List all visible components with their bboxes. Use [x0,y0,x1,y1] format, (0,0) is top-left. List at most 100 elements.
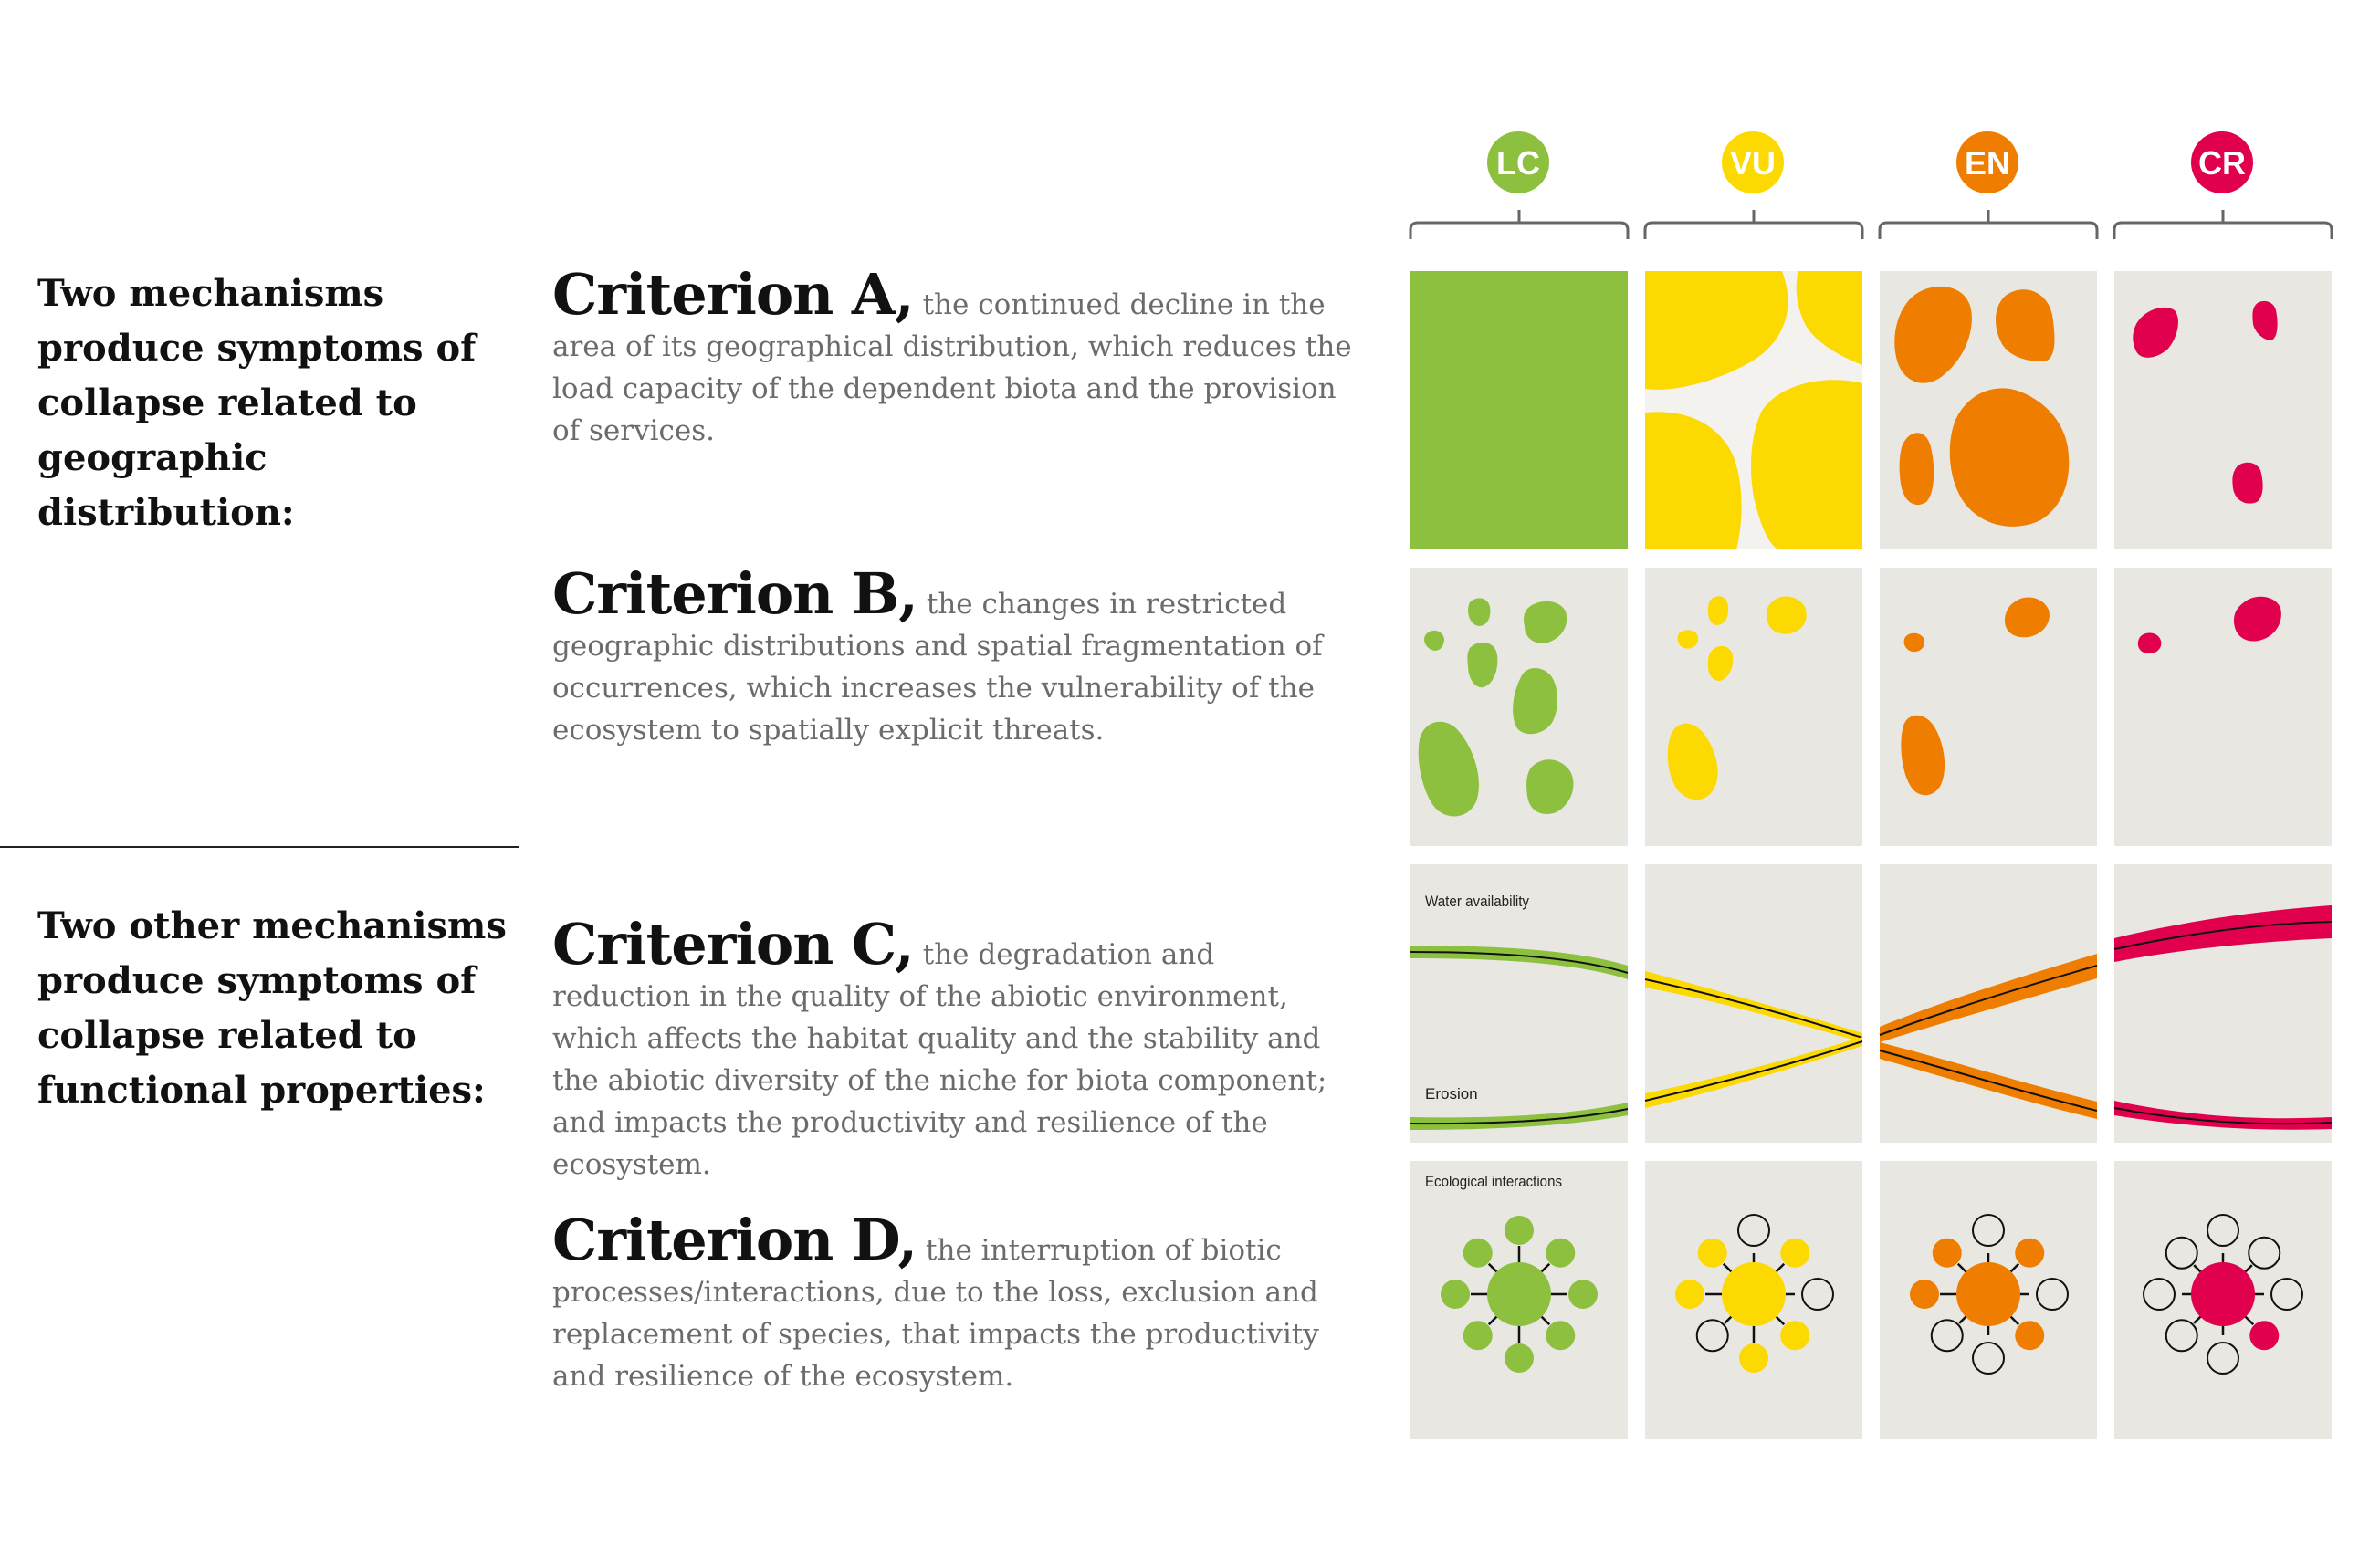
category-header-3: CR [2113,131,2333,239]
fragment [1707,596,1729,625]
lost-species-node [1930,1319,1964,1353]
fragment [1418,721,1479,817]
lost-species-node [1972,1342,2005,1375]
fragment [1524,601,1567,643]
area-patch [1751,380,1862,549]
lost-species-node [2270,1278,2303,1311]
category-badge-vu [1722,131,1784,193]
category-code-cr: CR [2198,144,2246,182]
heading-geographic: Two mechanisms produce symptoms of colla… [37,272,477,534]
criterion-d: Criterion D, the interruption of biotic p… [552,1212,1356,1397]
fragment [1903,632,1925,653]
criterion-d-title: Criterion D, [552,1207,917,1273]
category-bracket-cr [2113,210,2333,239]
label-ecological-interactions: Ecological interactions [1425,1173,1562,1190]
panel-b-vu [1645,568,1862,846]
lost-species-node [1737,1214,1770,1247]
category-code-en: EN [1965,144,2010,182]
interaction-link [1774,1262,1786,1274]
network-hub [1722,1262,1786,1326]
category-badge-cr [2191,131,2253,193]
label-water-availability: Water availability [1425,893,1529,910]
area-patch [2252,300,2278,340]
area-patch [1645,412,1742,549]
species-node [1697,1238,1727,1268]
category-badge-lc [1487,131,1549,193]
species-node [1505,1343,1534,1373]
species-node [1910,1280,1939,1309]
criterion-b-text: the changes in restricted geographic dis… [552,588,1323,747]
row-criterion-c: Water availability Erosion [1410,864,2333,1143]
area-patch [1796,271,1862,365]
species-node [1780,1238,1810,1268]
category-header-1: VU [1643,131,1864,239]
interaction-link [2008,1262,2020,1274]
fragment [1766,596,1807,634]
criterion-a-text: the continued decline in the area of its… [552,288,1352,447]
fragment [1677,630,1698,649]
criterion-b-title: Criterion B, [552,560,918,627]
criterion-a-title: Criterion A, [552,261,915,328]
interaction-link [1956,1262,1968,1274]
category-code-lc: LC [1496,144,1540,182]
species-node [2249,1321,2280,1351]
erosion-band-vu [1645,1037,1862,1108]
category-code-vu: VU [1730,144,1776,182]
erosion-band-cr [2114,905,2332,962]
fragment [1424,630,1444,651]
water-line [1410,951,2333,1125]
network-hub [1487,1262,1551,1326]
criterion-c: Criterion C, the degradation and reductio… [552,916,1356,1186]
fragment [2137,632,2162,654]
area-patch [1899,433,1934,506]
interaction-link [1487,1314,1499,1326]
lost-species-node [2248,1236,2281,1270]
species-node [1739,1343,1768,1373]
interaction-link [1722,1262,1734,1274]
criterion-b: Criterion B, the changes in restricted ge… [552,566,1356,751]
panel-c-lc [1410,864,1628,1143]
category-bracket-lc [1409,210,1630,239]
fragment [1667,723,1718,800]
interaction-link [1539,1262,1551,1274]
species-node [1675,1280,1704,1309]
fragment [2234,596,2281,642]
category-bracket-en [1878,210,2099,239]
fragment [1526,759,1574,814]
interaction-link [1539,1314,1551,1326]
category-bracket-vu [1643,210,1864,239]
area-patch [1949,388,2070,527]
criteria-matrix: LC VU EN CR [1409,131,2333,1439]
fragment [1901,715,1945,796]
interaction-link [1487,1262,1499,1274]
area-patch [2232,462,2263,504]
network-hub [1956,1262,2020,1326]
water-band-lc [1410,946,1628,979]
species-node [1441,1280,1470,1309]
criterion-c-title: Criterion C, [552,911,915,977]
lost-species-node [2207,1214,2239,1247]
interaction-link [2243,1314,2255,1326]
lost-species-node [1972,1214,2005,1247]
lost-species-node [2165,1236,2198,1270]
species-node [1932,1238,1962,1268]
category-badge-en [1956,131,2018,193]
fragment [1468,598,1491,626]
area-patch [1894,286,1972,383]
lost-species-node [1801,1278,1834,1311]
lost-species-node [2143,1278,2176,1311]
species-node [2015,1321,2045,1351]
fragment [1513,668,1557,735]
water-band-cr [2114,1101,2332,1130]
lost-species-node [1695,1319,1729,1353]
species-node [1780,1321,1810,1351]
erosion-line [1410,921,2333,1125]
section-divider [0,846,519,848]
panel-a-lc [1410,271,1628,549]
lost-species-node [2036,1278,2069,1311]
row-criterion-d: Ecological interactions [1410,1161,2332,1439]
species-node [2015,1238,2045,1268]
area-patch [2133,307,2178,358]
species-node [1505,1216,1534,1245]
fragment [2004,597,2050,638]
